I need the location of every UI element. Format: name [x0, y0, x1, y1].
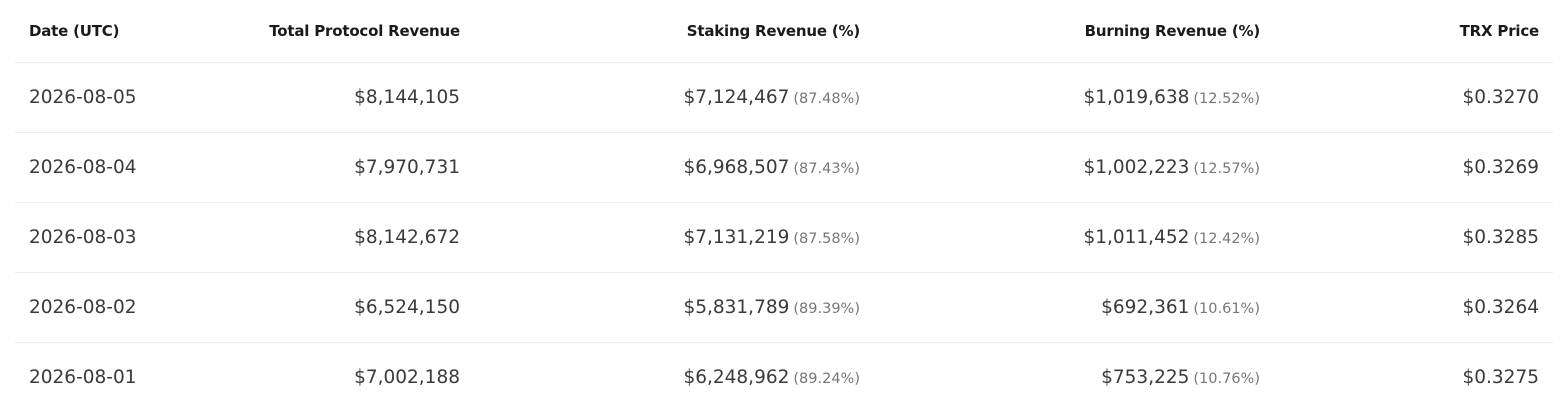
burning-revenue-cell: $1,002,223 (12.57%) [860, 157, 1260, 178]
table-row: 2026-08-04 $7,970,731 $6,968,507 (87.43%)… [15, 133, 1553, 203]
staking-revenue-cell: $7,131,219 (87.58%) [460, 227, 860, 248]
total-revenue-cell: $7,002,188 [354, 367, 460, 388]
column-header-total-revenue[interactable]: Total Protocol Revenue [269, 22, 460, 40]
total-revenue-cell: $8,142,672 [354, 227, 460, 248]
staking-percent: (87.48%) [793, 91, 860, 107]
staking-amount: $7,131,219 [683, 227, 790, 248]
staking-revenue-cell: $6,248,962 (89.24%) [460, 367, 860, 388]
burning-amount: $1,011,452 [1083, 227, 1190, 248]
table-row: 2026-08-01 $7,002,188 $6,248,962 (89.24%)… [15, 343, 1553, 412]
burning-percent: (12.52%) [1193, 91, 1260, 107]
table-header-row: Date (UTC) Total Protocol Revenue Stakin… [15, 0, 1553, 63]
staking-amount: $6,248,962 [683, 367, 790, 388]
column-header-trx-price[interactable]: TRX Price [1459, 22, 1540, 40]
staking-revenue-cell: $7,124,467 (87.48%) [460, 87, 860, 108]
date-cell: 2026-08-03 [29, 227, 137, 248]
total-revenue-cell: $8,144,105 [354, 87, 460, 108]
burning-revenue-cell: $1,019,638 (12.52%) [860, 87, 1260, 108]
column-header-staking-revenue[interactable]: Staking Revenue (%) [686, 22, 860, 40]
staking-revenue-cell: $6,968,507 (87.43%) [460, 157, 860, 178]
trx-price-cell: $0.3269 [1462, 157, 1539, 178]
burning-percent: (12.42%) [1193, 231, 1260, 247]
burning-percent: (10.76%) [1193, 371, 1260, 387]
trx-price-cell: $0.3285 [1462, 227, 1539, 248]
staking-revenue-cell: $5,831,789 (89.39%) [460, 297, 860, 318]
trx-price-cell: $0.3275 [1462, 367, 1539, 388]
staking-amount: $6,968,507 [683, 157, 790, 178]
staking-percent: (87.58%) [793, 231, 860, 247]
burning-percent: (10.61%) [1193, 301, 1260, 317]
date-cell: 2026-08-01 [29, 367, 137, 388]
table-row: 2026-08-02 $6,524,150 $5,831,789 (89.39%)… [15, 273, 1553, 343]
trx-price-cell: $0.3264 [1462, 297, 1539, 318]
column-header-burning-revenue[interactable]: Burning Revenue (%) [1084, 22, 1261, 40]
burning-amount: $1,002,223 [1083, 157, 1190, 178]
trx-price-cell: $0.3270 [1462, 87, 1539, 108]
total-revenue-cell: $7,970,731 [354, 157, 460, 178]
burning-percent: (12.57%) [1193, 161, 1260, 177]
total-revenue-cell: $6,524,150 [354, 297, 460, 318]
table-row: 2026-08-05 $8,144,105 $7,124,467 (87.48%)… [15, 63, 1553, 133]
burning-amount: $692,361 [1101, 297, 1190, 318]
burning-amount: $1,019,638 [1083, 87, 1190, 108]
burning-revenue-cell: $753,225 (10.76%) [860, 367, 1260, 388]
date-cell: 2026-08-02 [29, 297, 137, 318]
staking-percent: (89.39%) [793, 301, 860, 317]
date-cell: 2026-08-05 [29, 87, 137, 108]
burning-revenue-cell: $692,361 (10.61%) [860, 297, 1260, 318]
table-row: 2026-08-03 $8,142,672 $7,131,219 (87.58%)… [15, 203, 1553, 273]
staking-percent: (87.43%) [793, 161, 860, 177]
burning-revenue-cell: $1,011,452 (12.42%) [860, 227, 1260, 248]
revenue-table: Date (UTC) Total Protocol Revenue Stakin… [15, 0, 1553, 412]
staking-percent: (89.24%) [793, 371, 860, 387]
burning-amount: $753,225 [1101, 367, 1190, 388]
column-header-date[interactable]: Date (UTC) [29, 22, 120, 40]
staking-amount: $5,831,789 [683, 297, 790, 318]
date-cell: 2026-08-04 [29, 157, 137, 178]
staking-amount: $7,124,467 [683, 87, 790, 108]
